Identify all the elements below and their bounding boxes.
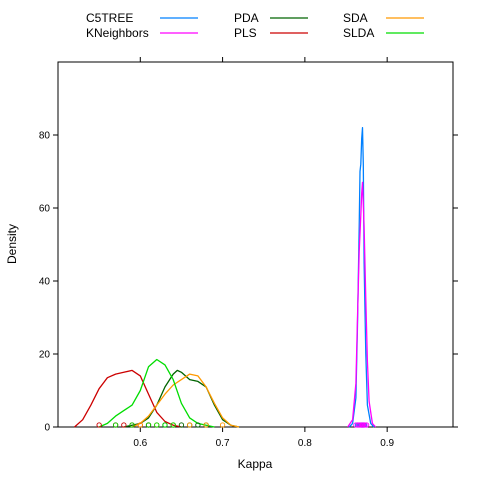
x-tick-label: 0.6: [133, 438, 147, 449]
legend-label-pda: PDA: [234, 11, 259, 25]
x-axis: 0.6 0.7 0.8 0.9: [133, 57, 395, 449]
data-point-slda: [170, 422, 176, 428]
data-point-sda: [137, 422, 143, 428]
data-point-slda: [112, 422, 119, 428]
y-tick-label: 60: [39, 204, 51, 215]
data-point-slda: [154, 422, 160, 428]
data-point-sda: [219, 422, 226, 428]
density-curve-c5tree: [348, 127, 375, 428]
legend-label-sda: SDA: [343, 11, 368, 25]
y-axis-title: Density: [5, 224, 19, 264]
density-curve-pda: [123, 369, 240, 428]
data-point-kneighbors: [363, 422, 370, 428]
data-point-slda: [162, 422, 168, 428]
data-point-sda: [187, 422, 193, 428]
data-point-slda: [129, 422, 135, 428]
x-tick-label: 0.7: [216, 438, 230, 449]
data-point-sda: [203, 422, 209, 428]
density-curve-kneighbors: [347, 181, 377, 428]
y-axis: 0 20 40 60 80: [39, 131, 458, 434]
y-tick-label: 80: [39, 131, 51, 142]
data-point-pls: [121, 422, 127, 428]
y-tick-label: 40: [39, 277, 51, 288]
x-axis-title: Kappa: [238, 457, 273, 471]
legend: C5TREE KNeighbors PDA PLS SDA SLDA: [86, 11, 424, 40]
density-curve-slda: [98, 358, 215, 428]
y-tick-label: 20: [39, 350, 51, 361]
legend-label-c5tree: C5TREE: [86, 11, 133, 25]
density-curve-pls: [74, 369, 182, 428]
data-point-pda: [195, 422, 201, 428]
data-point-kneighbors: [360, 422, 366, 428]
legend-label-slda: SLDA: [343, 26, 374, 40]
data-point-markers: [96, 422, 370, 428]
data-point-pda: [178, 422, 185, 428]
data-point-slda: [145, 422, 152, 428]
data-point-kneighbors: [362, 422, 368, 428]
y-tick-label: 0: [44, 423, 50, 434]
legend-label-pls: PLS: [234, 26, 257, 40]
density-curves: [74, 127, 377, 428]
x-tick-label: 0.9: [380, 438, 394, 449]
x-tick-label: 0.8: [298, 438, 312, 449]
plot-frame: [57, 61, 454, 428]
data-point-pls: [96, 422, 102, 428]
legend-label-kneighbors: KNeighbors: [86, 26, 149, 40]
data-point-kneighbors: [357, 422, 363, 428]
density-curve-sda: [131, 373, 240, 428]
